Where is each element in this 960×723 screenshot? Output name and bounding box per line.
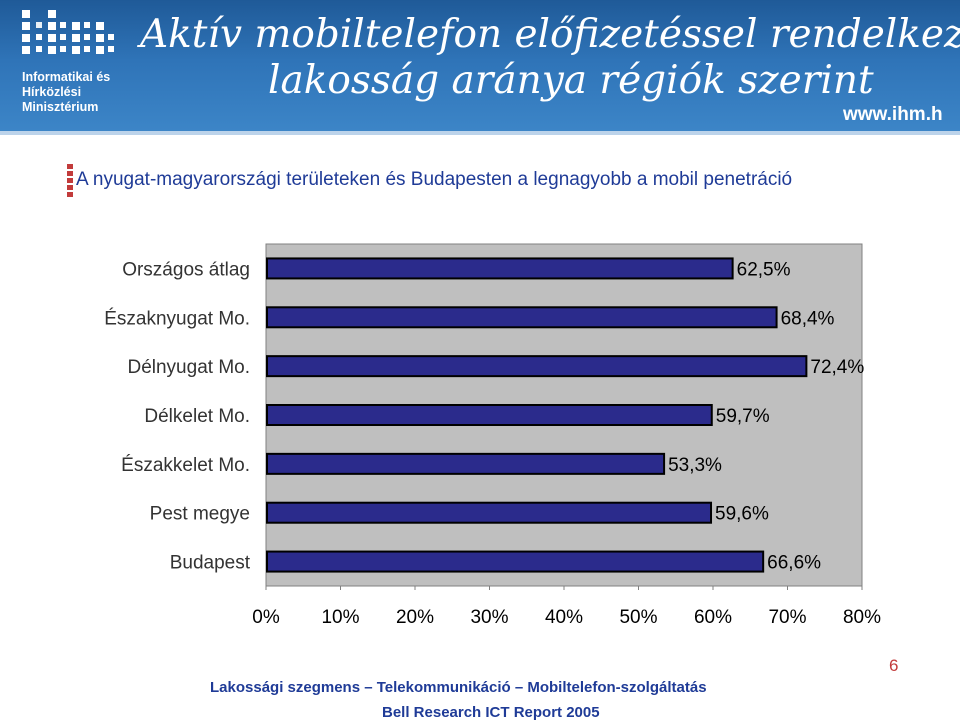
data-label: 72,4%	[810, 357, 864, 378]
footer-source: Bell Research ICT Report 2005	[382, 704, 600, 721]
category-label: Északkelet Mo.	[121, 455, 250, 476]
page-title: Aktív mobiltelefon előfizetéssel rendelk…	[140, 12, 960, 104]
x-tick-label: 50%	[619, 607, 657, 628]
category-label: Országos átlag	[122, 259, 250, 280]
logo-line-2: Hírközlési	[22, 85, 82, 99]
slide-subtitle: A nyugat-magyarországi területeken és Bu…	[76, 169, 793, 190]
header-banner: Informatikai és Hírközlési Minisztérium …	[0, 0, 960, 135]
x-tick-label: 20%	[396, 607, 434, 628]
category-label: Északnyugat Mo.	[104, 308, 250, 329]
bar-chart: Országos átlag 62,5% Északnyugat Mo. 68,4% D…	[104, 243, 881, 628]
x-tick-label: 70%	[768, 607, 806, 628]
ministry-logo: Informatikai és Hírközlési Minisztérium	[12, 8, 122, 123]
website-url: www.ihm.h	[843, 104, 943, 125]
footer-segment-line: Lakossági szegmens – Telekommunikáció – …	[210, 679, 707, 696]
data-label: 68,4%	[781, 308, 835, 329]
title-line-2: lakosság aránya régiók szerint	[268, 58, 874, 103]
logo-dots-icon	[22, 10, 114, 54]
data-label: 66,6%	[767, 553, 821, 574]
bar	[266, 257, 734, 280]
data-label: 59,6%	[715, 504, 769, 525]
category-label: Pest megye	[150, 504, 250, 525]
category-label: Délnyugat Mo.	[127, 357, 250, 378]
data-label: 53,3%	[668, 455, 722, 476]
category-label: Budapest	[170, 553, 251, 574]
x-tick-label: 10%	[321, 607, 359, 628]
title-line-1: Aktív mobiltelefon előfizetéssel rendelk…	[140, 12, 960, 57]
category-label: Délkelet Mo.	[144, 406, 250, 427]
x-tick-label: 40%	[545, 607, 583, 628]
bar	[266, 404, 713, 426]
x-tick-label: 30%	[470, 607, 508, 628]
data-label: 62,5%	[737, 259, 791, 280]
logo-text: Informatikai és Hírközlési Minisztérium	[22, 70, 132, 115]
x-tick-label: 60%	[694, 607, 732, 628]
bar	[266, 355, 808, 378]
bar	[266, 452, 666, 475]
logo-line-1: Informatikai és	[22, 70, 111, 84]
x-tick-label: 0%	[252, 607, 280, 628]
bullet-icon	[67, 164, 74, 204]
page-number: 6	[889, 656, 899, 675]
logo-line-3: Minisztérium	[22, 100, 99, 114]
data-label: 59,7%	[716, 406, 770, 427]
x-tick-label: 80%	[843, 607, 881, 628]
bar	[266, 550, 765, 573]
bar	[266, 501, 713, 524]
bar	[266, 306, 778, 329]
